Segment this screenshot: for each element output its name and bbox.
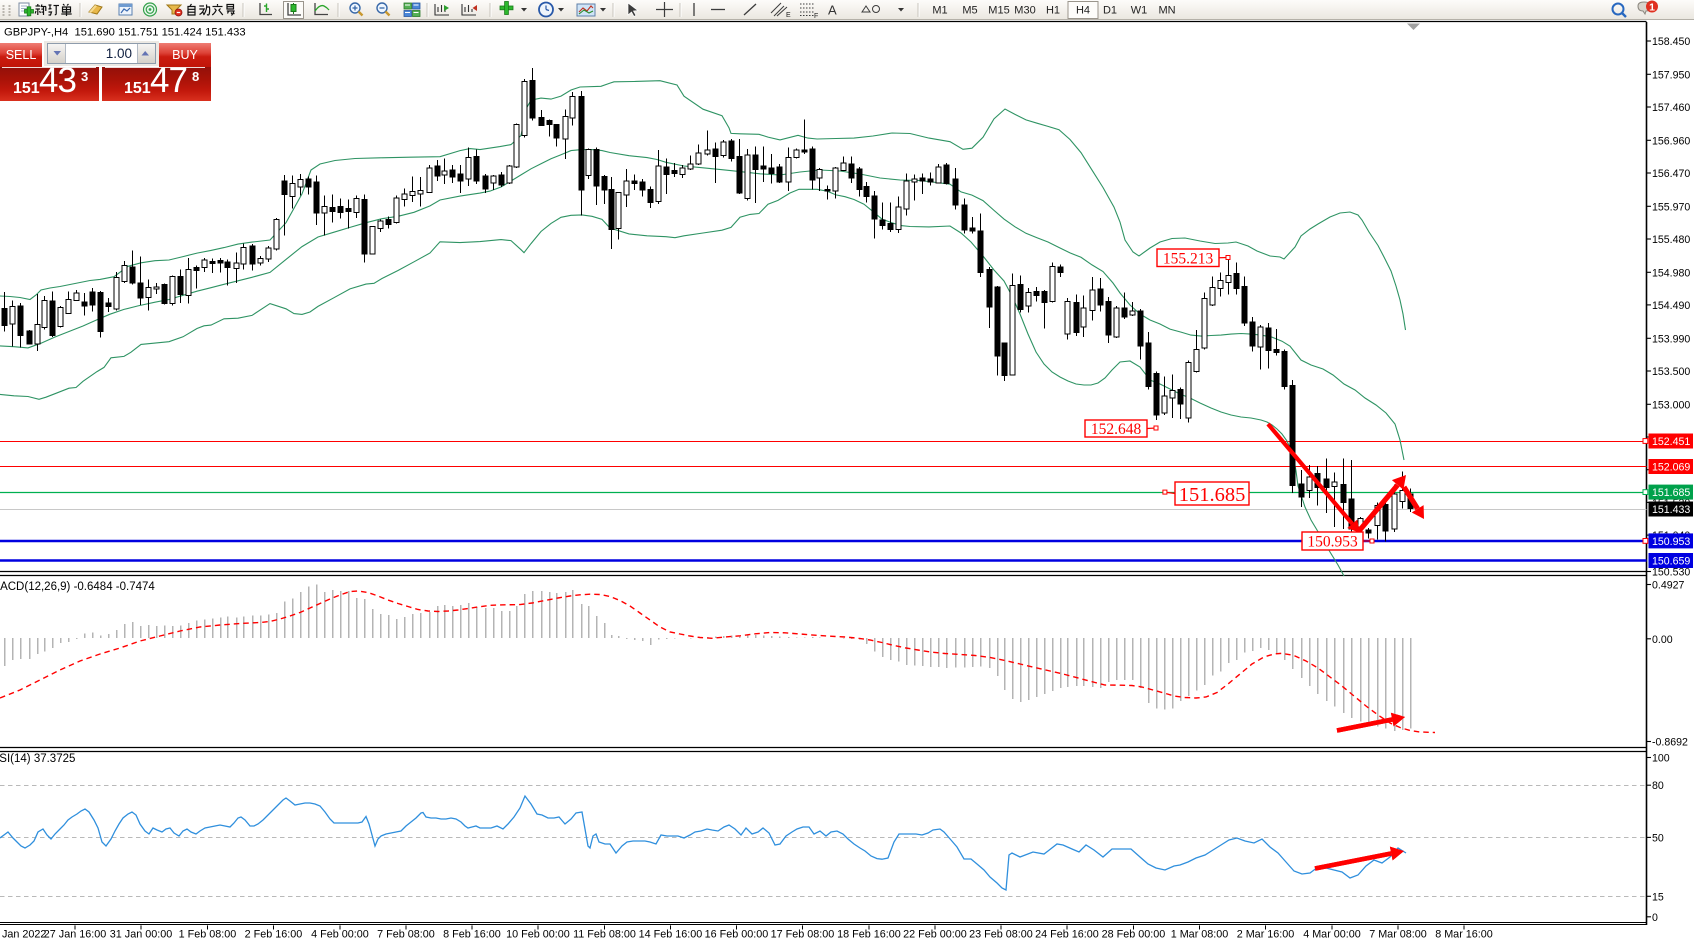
svg-text:0.4927: 0.4927 [1652, 580, 1685, 592]
svg-text:0.00: 0.00 [1652, 634, 1673, 646]
svg-text:150.530: 150.530 [1652, 567, 1690, 579]
svg-text:16 Feb 00:00: 16 Feb 00:00 [705, 929, 769, 940]
svg-text:M5: M5 [962, 5, 977, 17]
svg-text:F: F [814, 13, 818, 20]
svg-text:1 Feb 08:00: 1 Feb 08:00 [179, 929, 237, 940]
svg-text:D1: D1 [1103, 5, 1117, 17]
svg-text:18 Feb 16:00: 18 Feb 16:00 [837, 929, 901, 940]
svg-text:156.470: 156.470 [1652, 168, 1690, 180]
svg-text:GBPJPY-,H4 151.690 151.751 15: GBPJPY-,H4 151.690 151.751 151.424 151.4… [4, 27, 246, 39]
svg-text:153.000: 153.000 [1652, 399, 1690, 411]
svg-text:W1: W1 [1131, 5, 1148, 17]
svg-text:14 Feb 16:00: 14 Feb 16:00 [639, 929, 703, 940]
svg-text:150.953: 150.953 [1652, 536, 1690, 548]
svg-text:22 Feb 00:00: 22 Feb 00:00 [903, 929, 967, 940]
svg-text:Jan 2022: Jan 2022 [2, 929, 46, 940]
svg-text:154.490: 154.490 [1652, 300, 1690, 312]
svg-text:H1: H1 [1046, 5, 1060, 17]
svg-text:157.950: 157.950 [1652, 69, 1690, 81]
svg-text:153.500: 153.500 [1652, 366, 1690, 378]
svg-text:50: 50 [1652, 832, 1664, 844]
svg-text:27 Jan 16:00: 27 Jan 16:00 [44, 929, 106, 940]
svg-text:2 Feb 16:00: 2 Feb 16:00 [245, 929, 303, 940]
svg-text:8 Mar 16:00: 8 Mar 16:00 [1435, 929, 1493, 940]
svg-text:2 Mar 16:00: 2 Mar 16:00 [1237, 929, 1295, 940]
svg-text:156.960: 156.960 [1652, 135, 1690, 147]
svg-text:28 Feb 00:00: 28 Feb 00:00 [1102, 929, 1166, 940]
svg-text:4 Feb 00:00: 4 Feb 00:00 [311, 929, 369, 940]
svg-text:151.685: 151.685 [1652, 487, 1690, 499]
svg-text:M30: M30 [1014, 5, 1035, 17]
svg-text:17 Feb 08:00: 17 Feb 08:00 [771, 929, 835, 940]
svg-text:7 Feb 08:00: 7 Feb 08:00 [377, 929, 435, 940]
svg-text:158.450: 158.450 [1652, 36, 1690, 48]
svg-text:RSI(14) 37.3725: RSI(14) 37.3725 [0, 753, 75, 765]
svg-text:154.980: 154.980 [1652, 267, 1690, 279]
svg-text:152.451: 152.451 [1652, 436, 1690, 448]
svg-text:0: 0 [1652, 912, 1658, 924]
svg-text:157.460: 157.460 [1652, 102, 1690, 114]
svg-text:10 Feb 00:00: 10 Feb 00:00 [506, 929, 570, 940]
svg-text:E: E [786, 12, 791, 19]
svg-text:11 Feb 08:00: 11 Feb 08:00 [573, 929, 636, 940]
svg-text:151.685: 151.685 [1179, 484, 1246, 506]
svg-text:MN: MN [1158, 5, 1175, 17]
svg-text:M15: M15 [988, 5, 1009, 17]
svg-text:100: 100 [1652, 753, 1670, 765]
svg-text:15: 15 [1652, 891, 1664, 903]
svg-text:A: A [828, 3, 837, 18]
svg-text:80: 80 [1652, 780, 1664, 792]
svg-text:23 Feb 08:00: 23 Feb 08:00 [969, 929, 1033, 940]
svg-text:1 Mar 08:00: 1 Mar 08:00 [1171, 929, 1229, 940]
svg-text:MACD(12,26,9) -0.6484 -0.7474: MACD(12,26,9) -0.6484 -0.7474 [0, 581, 155, 593]
svg-text:150.953: 150.953 [1307, 534, 1358, 551]
svg-text:-0.8692: -0.8692 [1652, 737, 1688, 749]
svg-text:7 Mar 08:00: 7 Mar 08:00 [1369, 929, 1427, 940]
svg-text:24 Feb 16:00: 24 Feb 16:00 [1035, 929, 1099, 940]
svg-text:155.213: 155.213 [1163, 250, 1214, 267]
svg-text:153.990: 153.990 [1652, 333, 1690, 345]
svg-text:4 Mar 00:00: 4 Mar 00:00 [1303, 929, 1361, 940]
svg-text:1: 1 [1649, 2, 1655, 14]
svg-text:M1: M1 [932, 5, 947, 17]
svg-text:150.659: 150.659 [1652, 556, 1690, 568]
svg-text:155.480: 155.480 [1652, 234, 1690, 246]
svg-text:31 Jan 00:00: 31 Jan 00:00 [110, 929, 172, 940]
svg-text:155.970: 155.970 [1652, 201, 1690, 213]
svg-text:151.433: 151.433 [1652, 504, 1690, 516]
svg-text:8 Feb 16:00: 8 Feb 16:00 [443, 929, 501, 940]
svg-text:152.648: 152.648 [1091, 421, 1142, 438]
svg-text:152.069: 152.069 [1652, 462, 1690, 474]
svg-text:H4: H4 [1076, 5, 1090, 17]
